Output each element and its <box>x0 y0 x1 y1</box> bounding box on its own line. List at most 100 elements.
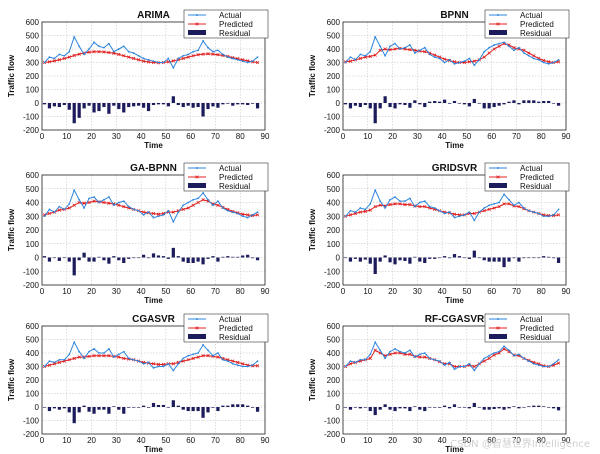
actual-point <box>498 42 500 45</box>
residual-bar <box>251 103 255 104</box>
y-tick-label: -200 <box>23 126 40 135</box>
residual-bar <box>132 103 136 107</box>
predicted-point <box>181 359 185 363</box>
legend-predicted-label: Predicted <box>219 173 253 182</box>
actual-point <box>162 213 165 216</box>
residual-bar <box>537 405 541 407</box>
x-tick-label: 80 <box>236 436 245 445</box>
actual-point <box>433 56 436 58</box>
residual-bar <box>423 257 427 263</box>
actual-point <box>182 204 185 207</box>
actual-point <box>127 50 130 53</box>
actual-point <box>212 354 214 357</box>
residual-bar <box>358 103 362 108</box>
x-tick-label: 20 <box>87 132 96 141</box>
actual-point <box>108 42 110 45</box>
actual-point <box>177 211 180 214</box>
actual-point <box>404 46 406 49</box>
predicted-point <box>191 54 195 58</box>
actual-point <box>231 211 234 214</box>
residual-bar <box>236 103 240 105</box>
predicted-point <box>255 213 260 217</box>
x-tick-label: 40 <box>137 287 146 296</box>
predicted-point <box>117 203 121 207</box>
actual-point <box>394 348 396 350</box>
actual-point <box>404 200 406 203</box>
legend-actual-marker <box>497 167 499 169</box>
residual-bar <box>137 407 141 408</box>
legend-predicted-label: Predicted <box>520 20 554 29</box>
predicted-point <box>47 363 52 367</box>
chart-panel: 0 10 20 30 40 50 60 70 80 90 -200 -100 0 100 200 300 400… <box>7 9 270 150</box>
residual-bar <box>117 257 121 261</box>
predicted-point <box>77 355 81 359</box>
residual-bar <box>368 407 372 412</box>
residual-bar <box>186 257 190 263</box>
residual-bar <box>236 404 240 407</box>
residual-bar <box>358 257 362 262</box>
predicted-point <box>156 212 161 216</box>
legend-actual-label: Actual <box>520 164 542 173</box>
residual-bar <box>467 257 471 259</box>
residual-bar <box>112 256 116 258</box>
residual-bar <box>433 100 437 103</box>
chart-title: GA-BPNN <box>130 163 177 174</box>
actual-point <box>137 360 140 362</box>
residual-bar <box>102 407 106 410</box>
plot-frame <box>342 174 567 286</box>
y-tick-label: 600 <box>327 322 341 331</box>
residual-bar <box>383 255 387 258</box>
residual-bar <box>72 407 76 424</box>
actual-point <box>98 352 100 354</box>
actual-point <box>498 201 500 204</box>
actual-point <box>448 58 451 61</box>
residual-bar <box>47 257 52 262</box>
residual-bar <box>462 103 467 105</box>
residual-bar <box>127 257 131 259</box>
actual-point <box>226 56 229 58</box>
legend-predicted-label: Predicted <box>520 324 554 333</box>
actual-point <box>522 207 525 209</box>
actual-point <box>68 353 71 356</box>
residual-bar <box>181 407 185 410</box>
actual-point <box>409 44 411 46</box>
actual-point <box>231 57 234 60</box>
actual-point <box>192 50 195 53</box>
actual-point <box>122 200 125 203</box>
residual-bar <box>216 257 220 262</box>
residual-bar <box>57 257 61 261</box>
actual-point <box>493 44 496 46</box>
predicted-point <box>363 209 367 214</box>
predicted-point <box>196 52 200 57</box>
actual-point <box>513 354 515 357</box>
actual-point <box>443 364 446 367</box>
predicted-point <box>102 50 106 54</box>
chart-title: BPNN <box>440 10 468 21</box>
predicted-point <box>186 55 190 59</box>
residual-bar <box>112 406 116 407</box>
chart-title: CGASVR <box>132 314 176 325</box>
legend-residual-label: Residual <box>219 182 250 191</box>
residual-bar <box>438 407 442 408</box>
residual-bar <box>117 407 121 410</box>
actual-point <box>428 357 431 360</box>
actual-point <box>197 352 200 354</box>
actual-point <box>142 362 145 365</box>
legend-actual-marker <box>196 167 198 169</box>
predicted-point <box>216 355 220 359</box>
x-tick-label: 90 <box>562 132 571 141</box>
actual-point <box>147 361 150 364</box>
residual-bar <box>507 101 511 103</box>
residual-bar <box>132 407 136 408</box>
actual-point <box>399 200 401 203</box>
actual-point <box>83 207 86 209</box>
plot-frame <box>342 21 567 131</box>
actual-point <box>167 57 170 60</box>
actual-point <box>43 215 46 218</box>
actual-point <box>132 208 135 211</box>
actual-point <box>458 61 461 64</box>
actual-line <box>44 341 258 372</box>
predicted-point <box>368 208 372 212</box>
predicted-point <box>151 211 156 216</box>
